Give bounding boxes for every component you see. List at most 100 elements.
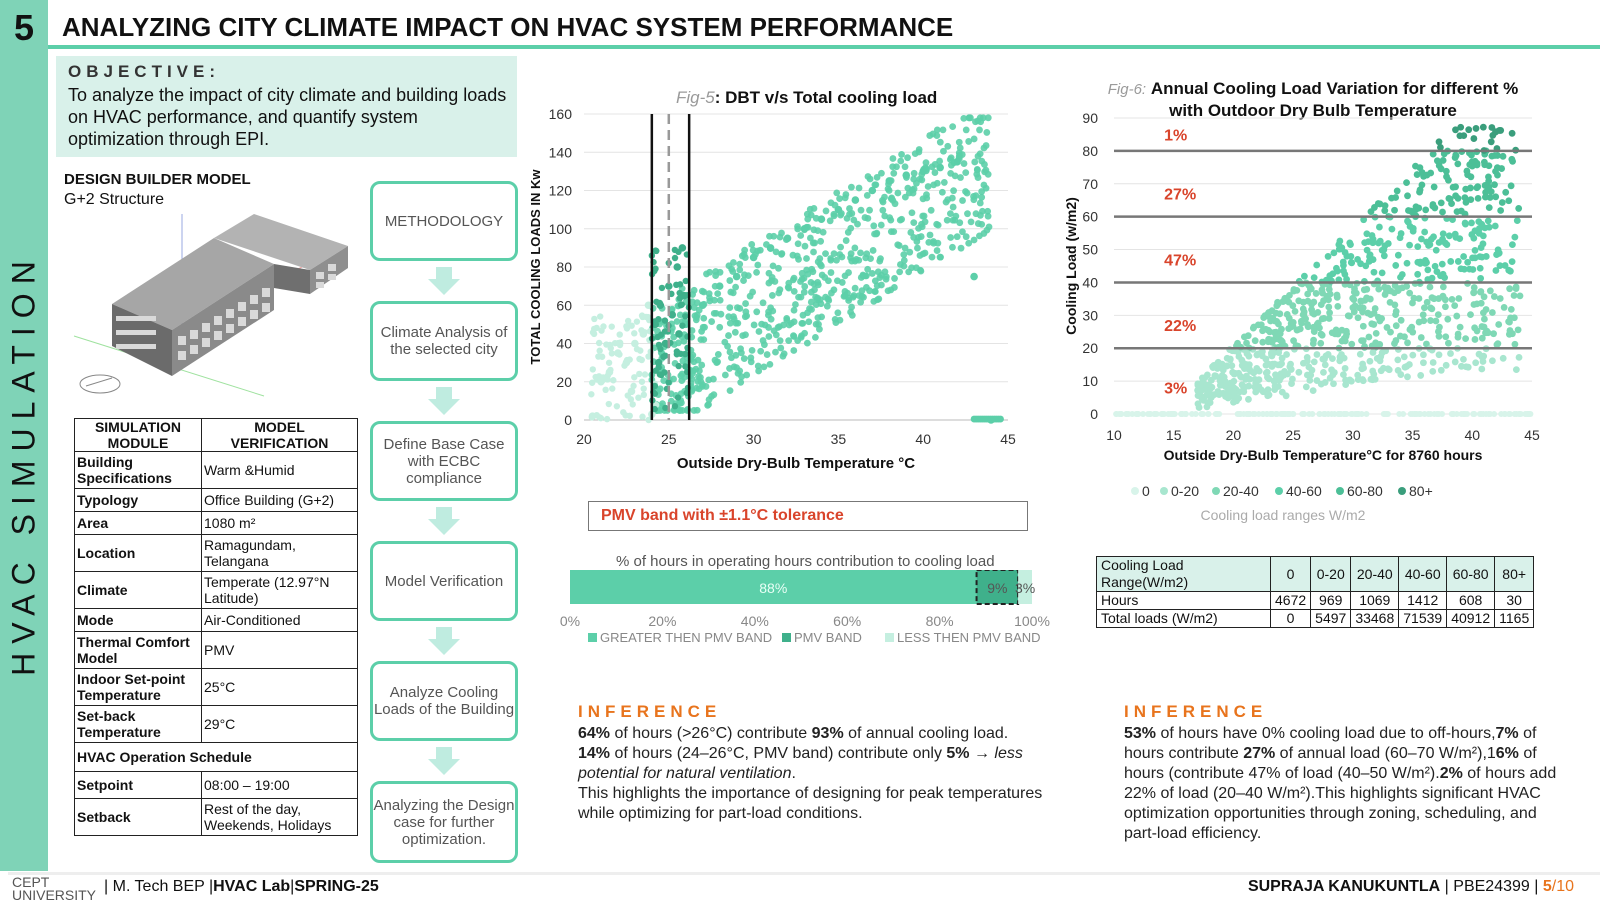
cloud-point: [962, 169, 970, 177]
cloud-point: [965, 138, 973, 145]
cloud-point: [936, 253, 944, 261]
cloud-point: [973, 166, 981, 174]
cloud-point: [730, 313, 737, 321]
cloud-point: [732, 283, 739, 291]
sidebar: HVAC SIMULATION: [0, 56, 48, 871]
data-point: [607, 366, 614, 374]
data-point: [1454, 333, 1462, 341]
cloud-point: [889, 196, 897, 204]
cloud-point: [726, 348, 734, 356]
data-point: [627, 396, 635, 403]
data-point: [1492, 267, 1500, 274]
data-point: [1461, 219, 1469, 227]
cloud-point: [741, 313, 749, 321]
cloud-point: [810, 248, 817, 256]
cloud-point: [785, 284, 793, 292]
table-row: Indoor Set-point Temperature 25°C: [74, 668, 358, 706]
legend-label: 0-20: [1171, 483, 1199, 499]
cloud-point: [971, 158, 979, 166]
data-point: [1471, 254, 1479, 262]
section-number: 5: [0, 0, 48, 56]
cloud-point: [977, 211, 984, 219]
cloud-point: [984, 114, 992, 122]
data-point: [1354, 314, 1362, 322]
data-point: [1252, 388, 1260, 396]
cloud-point: [728, 265, 736, 273]
cloud-point: [847, 183, 855, 191]
cloud-point: [811, 239, 819, 247]
data-point: [682, 313, 689, 320]
data-point: [651, 390, 659, 397]
data-point: [662, 404, 669, 412]
data-point: [1354, 376, 1362, 383]
cloud-point: [819, 228, 827, 236]
data-point: [1349, 304, 1357, 312]
data-point: [1452, 183, 1459, 191]
cloud-point: [742, 331, 749, 339]
data-point: [1488, 309, 1496, 316]
data-point: [679, 322, 686, 329]
cloud-point: [800, 288, 808, 296]
data-point: [1320, 368, 1327, 376]
cloud-point: [898, 151, 905, 158]
data-point: [1259, 388, 1267, 396]
cloud-point: [949, 203, 957, 211]
data-point: [1462, 185, 1470, 193]
cloud-point: [734, 369, 742, 377]
cloud-point: [798, 319, 806, 327]
cloud-point: [679, 357, 687, 365]
data-point: [636, 355, 643, 363]
data-point: [817, 215, 826, 223]
data-point: [902, 171, 911, 179]
data-point: [1464, 363, 1472, 371]
cloud-point: [867, 255, 874, 263]
data-point: [1506, 327, 1514, 334]
data-point: [1460, 253, 1468, 260]
data-point: [620, 409, 627, 416]
data-point: [1269, 411, 1276, 417]
data-point: [1376, 357, 1384, 365]
table-row: Location Ramagundam, Telangana: [74, 534, 358, 572]
data-point: [1470, 411, 1477, 417]
data-point: [638, 312, 646, 319]
data-point: [621, 362, 628, 369]
stack-segment: [1018, 570, 1032, 604]
cloud-point: [943, 216, 951, 224]
data-point: [1418, 169, 1426, 176]
cloud-point: [917, 233, 925, 240]
cloud-point: [708, 318, 716, 325]
data-point: [604, 376, 611, 383]
data-point: [1452, 192, 1460, 200]
data-point: [1347, 259, 1355, 266]
data-point: [1438, 260, 1446, 268]
cloud-point: [801, 283, 809, 290]
cloud-point: [957, 244, 965, 252]
data-point: [1203, 371, 1211, 379]
data-point: [596, 347, 603, 354]
data-point: [1506, 318, 1513, 326]
cloud-point: [836, 251, 844, 258]
data-point: [1439, 157, 1447, 164]
data-point: [1140, 411, 1147, 417]
data-point: [1477, 274, 1485, 282]
data-point: [1260, 411, 1267, 417]
data-point: [1283, 311, 1291, 318]
data-point: [1397, 371, 1405, 378]
data-point: [1482, 193, 1489, 201]
data-point: [749, 253, 758, 262]
cloud-point: [705, 290, 713, 298]
y-tick-label: 20: [1082, 340, 1098, 356]
data-point: [1420, 359, 1427, 367]
cloud-point: [977, 118, 985, 126]
data-point: [1467, 173, 1475, 181]
y-axis-label: Cooling Load (w/m2): [1063, 197, 1079, 335]
data-point: [595, 373, 603, 380]
data-point: [1485, 223, 1493, 231]
cloud-point: [956, 151, 963, 159]
data-point: [1477, 299, 1485, 307]
data-point: [1429, 150, 1437, 158]
data-point: [1452, 233, 1460, 241]
data-point: [1285, 298, 1293, 306]
data-point: [1371, 305, 1379, 312]
data-point: [1510, 292, 1518, 299]
